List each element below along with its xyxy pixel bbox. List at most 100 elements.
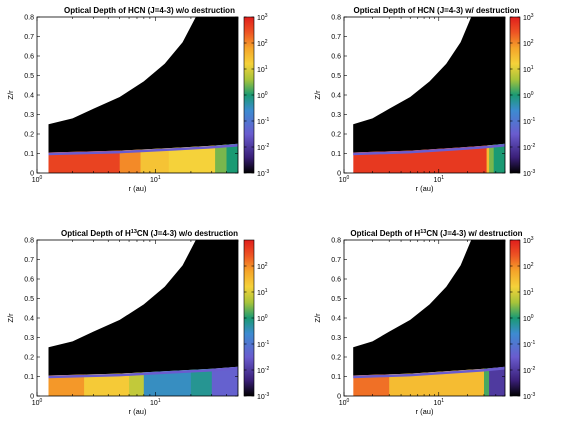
x-tick-label: 100 <box>32 175 43 184</box>
y-axis-label: Z/r <box>313 313 322 323</box>
tau-band-5 <box>215 143 227 173</box>
colorbar-tick-label: 102 <box>257 39 268 48</box>
y-tick-label: 0.4 <box>24 93 34 100</box>
y-tick-label: 0.5 <box>331 296 341 303</box>
y-tick-label: 0.1 <box>331 374 341 381</box>
x-axis-label: r (au) <box>416 184 434 193</box>
x-tick-label: 101 <box>150 175 161 184</box>
y-tick-label: 0.2 <box>24 132 34 139</box>
y-tick-label: 0.5 <box>331 73 341 80</box>
colorbar-tick-label: 103 <box>523 236 534 245</box>
colorbar-tick-label: 10-3 <box>257 392 269 401</box>
colorbar-tick-label: 10-1 <box>523 340 535 349</box>
y-tick-label: 0 <box>30 171 34 178</box>
y-tick-label: 0.4 <box>331 93 341 100</box>
colorbar-tick-label: 101 <box>523 288 534 297</box>
surface-layer <box>353 367 506 379</box>
y-tick-label: 0.7 <box>24 34 34 41</box>
y-tick-label: 0.6 <box>24 54 34 61</box>
y-tick-label: 0.2 <box>331 132 341 139</box>
y-tick-label: 0.8 <box>24 238 34 245</box>
tau-band-4 <box>489 366 505 396</box>
x-tick-label: 101 <box>150 398 161 407</box>
black-region <box>353 240 505 376</box>
y-tick-label: 0.2 <box>24 355 34 362</box>
surface-layer <box>48 144 239 156</box>
black-region <box>353 17 505 153</box>
y-tick-label: 0.1 <box>331 151 341 158</box>
x-tick-label: 100 <box>339 398 350 407</box>
y-axis-label: Z/r <box>313 90 322 100</box>
x-tick-label: 100 <box>32 398 43 407</box>
y-tick-label: 0.8 <box>331 238 341 245</box>
colorbar-tick-label: 10-2 <box>257 366 269 375</box>
y-tick-label: 0.7 <box>331 34 341 41</box>
y-tick-label: 0.4 <box>331 316 341 323</box>
y-tick-label: 0.7 <box>24 257 34 264</box>
x-axis-label: r (au) <box>129 184 147 193</box>
y-tick-label: 0.6 <box>331 277 341 284</box>
colorbar-tick-label: 101 <box>257 65 268 74</box>
x-tick-label: 100 <box>339 175 350 184</box>
x-tick-label: 101 <box>433 175 444 184</box>
black-region <box>48 17 238 153</box>
y-tick-label: 0.7 <box>331 257 341 264</box>
y-axis-label: Z/r <box>6 90 15 100</box>
y-tick-label: 0.8 <box>331 15 341 22</box>
y-tick-label: 0.5 <box>24 73 34 80</box>
panel-title: Optical Depth of H13CN (J=4-3) w/o destr… <box>61 229 238 238</box>
y-tick-label: 0.2 <box>331 355 341 362</box>
surface-layer <box>353 144 506 156</box>
surface-layer <box>48 367 239 379</box>
y-tick-label: 0.3 <box>331 112 341 119</box>
x-axis-label: r (au) <box>416 407 434 416</box>
tau-band-6 <box>226 143 238 173</box>
y-tick-label: 0.3 <box>24 335 34 342</box>
colorbar-tick-label: 10-1 <box>523 117 535 126</box>
y-tick-label: 0.3 <box>24 112 34 119</box>
panel-title: Optical Depth of HCN (J=4-3) w/o destruc… <box>64 6 235 15</box>
x-axis-label: r (au) <box>129 407 147 416</box>
y-tick-label: 0 <box>30 394 34 401</box>
y-tick-label: 0 <box>337 171 341 178</box>
tau-band-2 <box>486 143 490 173</box>
y-tick-label: 0.4 <box>24 316 34 323</box>
colorbar-tick-label: 102 <box>523 262 534 271</box>
panel-title: Optical Depth of H13CN (J=4-3) w/ destru… <box>350 229 522 238</box>
y-tick-label: 0 <box>337 394 341 401</box>
colorbar-tick-label: 102 <box>523 39 534 48</box>
colorbar-tick-label: 103 <box>523 13 534 22</box>
colorbar-tick-label: 10-3 <box>257 169 269 178</box>
colorbar-tick-label: 10-2 <box>523 366 535 375</box>
y-tick-label: 0.1 <box>24 374 34 381</box>
y-tick-label: 0.1 <box>24 151 34 158</box>
colorbar-tick-label: 100 <box>523 314 534 323</box>
tau-band-5 <box>190 366 213 396</box>
x-tick-label: 101 <box>433 398 444 407</box>
y-tick-label: 0.3 <box>331 335 341 342</box>
colorbar-tick-label: 102 <box>257 262 268 271</box>
colorbar-tick-label: 10-2 <box>257 143 269 152</box>
colorbar-tick-label: 100 <box>257 91 268 100</box>
tau-band-6 <box>211 366 238 396</box>
tau-band-3 <box>484 366 490 396</box>
colorbar-tick-label: 10-3 <box>523 392 535 401</box>
y-tick-label: 0.6 <box>331 54 341 61</box>
colorbar-tick-label: 100 <box>523 91 534 100</box>
colorbar-tick-label: 101 <box>523 65 534 74</box>
colorbar-tick-label: 101 <box>257 288 268 297</box>
black-region <box>48 240 238 376</box>
y-tick-label: 0.6 <box>24 277 34 284</box>
tau-band-3 <box>489 143 495 173</box>
colorbar-tick-label: 10-3 <box>523 169 535 178</box>
colorbar-tick-label: 100 <box>257 314 268 323</box>
colorbar-tick-label: 10-1 <box>257 340 269 349</box>
y-tick-label: 0.5 <box>24 296 34 303</box>
colorbar-tick-label: 103 <box>257 13 268 22</box>
tau-band-4 <box>493 143 505 173</box>
